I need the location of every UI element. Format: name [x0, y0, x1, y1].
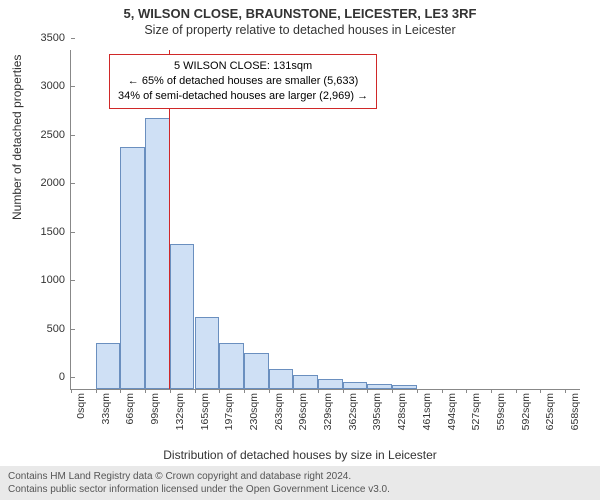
x-tick: 165sqm — [199, 389, 211, 430]
x-tick-mark — [244, 389, 245, 393]
x-tick-mark — [343, 389, 344, 393]
y-tick: 1000 — [31, 274, 71, 286]
x-tick-mark — [170, 389, 171, 393]
x-tick: 0sqm — [75, 389, 87, 419]
x-tick: 527sqm — [470, 389, 482, 430]
x-tick-mark — [392, 389, 393, 393]
x-tick-mark — [466, 389, 467, 393]
histogram-bar — [367, 384, 392, 389]
footer-line-2: Contains public sector information licen… — [8, 483, 592, 496]
x-tick: 132sqm — [174, 389, 186, 430]
histogram-bar — [195, 317, 220, 389]
annotation-line: ← 65% of detached houses are smaller (5,… — [118, 74, 368, 89]
y-tick: 500 — [31, 323, 71, 335]
footer-line-1: Contains HM Land Registry data © Crown c… — [8, 470, 592, 483]
x-tick: 99sqm — [149, 389, 161, 425]
annotation-line: 5 WILSON CLOSE: 131sqm — [118, 59, 368, 74]
y-tick: 3000 — [31, 80, 71, 92]
histogram-bar — [120, 147, 145, 389]
y-tick: 1500 — [31, 226, 71, 238]
x-tick-mark — [417, 389, 418, 393]
x-tick: 395sqm — [371, 389, 383, 430]
y-axis-label: Number of detached properties — [10, 55, 24, 220]
x-tick-mark — [195, 389, 196, 393]
footer-attribution: Contains HM Land Registry data © Crown c… — [0, 466, 600, 500]
x-tick: 329sqm — [322, 389, 334, 430]
x-tick-mark — [318, 389, 319, 393]
histogram-bar — [244, 353, 269, 389]
x-tick: 362sqm — [347, 389, 359, 430]
histogram-bar — [293, 375, 318, 389]
histogram-bar — [219, 343, 244, 389]
x-tick: 559sqm — [495, 389, 507, 430]
x-tick: 625sqm — [544, 389, 556, 430]
histogram-bar — [170, 244, 195, 389]
y-tick: 2500 — [31, 129, 71, 141]
x-tick-mark — [293, 389, 294, 393]
histogram-bar — [318, 379, 343, 389]
x-tick-mark — [540, 389, 541, 393]
histogram-bar — [145, 118, 170, 389]
x-tick: 197sqm — [223, 389, 235, 430]
x-tick: 461sqm — [421, 389, 433, 430]
x-tick-mark — [219, 389, 220, 393]
y-tick: 0 — [31, 371, 71, 383]
histogram-bar — [392, 385, 417, 389]
x-tick: 33sqm — [100, 389, 112, 425]
histogram-bar — [343, 382, 368, 389]
x-tick: 494sqm — [446, 389, 458, 430]
x-tick-mark — [491, 389, 492, 393]
y-tick: 2000 — [31, 177, 71, 189]
annotation-box: 5 WILSON CLOSE: 131sqm← 65% of detached … — [109, 54, 377, 109]
x-tick-mark — [120, 389, 121, 393]
x-tick-mark — [565, 389, 566, 393]
x-tick-mark — [96, 389, 97, 393]
x-tick-mark — [145, 389, 146, 393]
x-tick-mark — [71, 389, 72, 393]
x-tick: 66sqm — [124, 389, 136, 425]
x-tick-mark — [269, 389, 270, 393]
histogram-bar — [96, 343, 121, 389]
histogram-bar — [269, 369, 294, 389]
x-tick: 263sqm — [273, 389, 285, 430]
x-tick: 296sqm — [297, 389, 309, 430]
annotation-line: 34% of semi-detached houses are larger (… — [118, 89, 368, 104]
x-tick: 592sqm — [520, 389, 532, 430]
x-tick: 230sqm — [248, 389, 260, 430]
histogram-chart: 05001000150020002500300035000sqm33sqm66s… — [70, 50, 580, 390]
x-tick: 658sqm — [569, 389, 581, 430]
x-tick-mark — [516, 389, 517, 393]
x-tick: 428sqm — [396, 389, 408, 430]
y-tick: 3500 — [31, 32, 71, 44]
x-tick-mark — [367, 389, 368, 393]
title-sub: Size of property relative to detached ho… — [0, 21, 600, 37]
x-axis-label: Distribution of detached houses by size … — [0, 448, 600, 462]
x-tick-mark — [442, 389, 443, 393]
title-main: 5, WILSON CLOSE, BRAUNSTONE, LEICESTER, … — [0, 0, 600, 21]
